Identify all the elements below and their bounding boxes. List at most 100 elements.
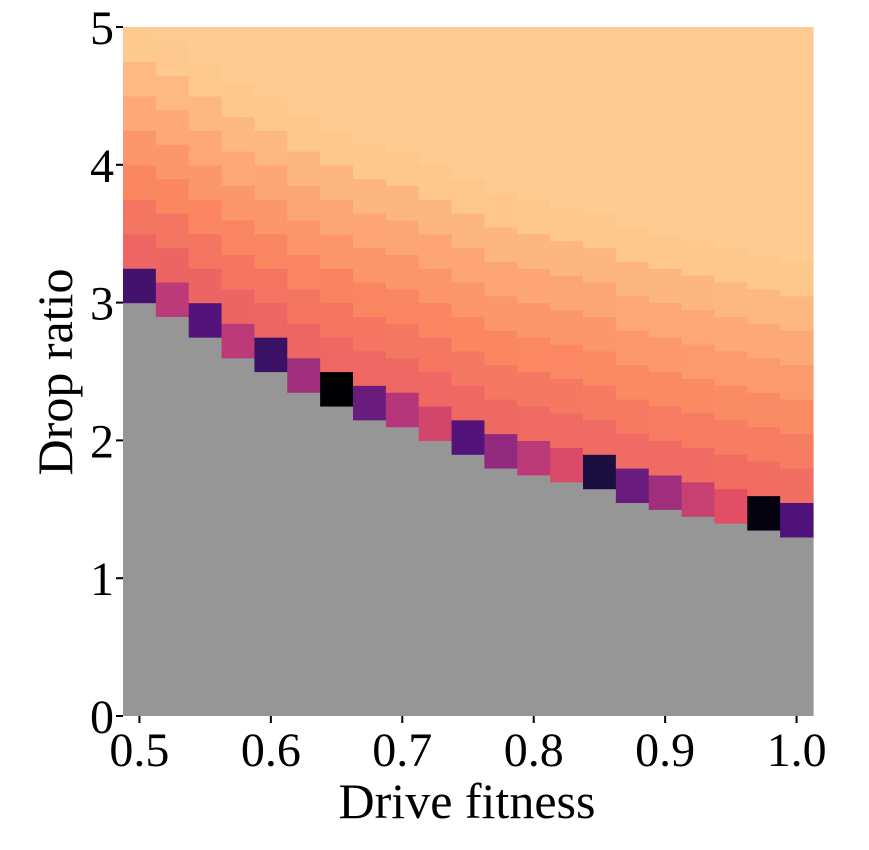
masked-region bbox=[385, 426, 420, 716]
heatmap-cell bbox=[550, 102, 584, 138]
heatmap-cell bbox=[747, 82, 781, 118]
heatmap-cell bbox=[418, 233, 453, 269]
heatmap-cell bbox=[484, 330, 518, 366]
heatmap-cell bbox=[484, 192, 518, 228]
heatmap-cell bbox=[648, 27, 683, 63]
heatmap-cell bbox=[484, 433, 518, 469]
heatmap-cell bbox=[451, 316, 486, 352]
y-tick-label: 0 bbox=[90, 691, 114, 744]
masked-region bbox=[648, 509, 683, 716]
heatmap-cell bbox=[747, 151, 781, 187]
x-axis: 0.5 0.6 0.7 0.8 0.9 1.0 bbox=[109, 716, 827, 777]
heatmap-cell bbox=[780, 27, 814, 56]
heatmap-cell bbox=[681, 343, 716, 379]
heatmap-cell bbox=[714, 144, 748, 180]
heatmap-cell bbox=[648, 268, 683, 304]
heatmap-cell bbox=[517, 61, 551, 97]
heatmap-cell bbox=[484, 89, 518, 125]
heatmap-cell bbox=[747, 323, 781, 359]
y-tick-label: 3 bbox=[90, 278, 114, 331]
heatmap-cell bbox=[418, 164, 453, 200]
heatmap-cell bbox=[583, 281, 617, 317]
heatmap-cell bbox=[615, 261, 650, 297]
heatmap-cell bbox=[615, 27, 650, 56]
heatmap-cell bbox=[747, 461, 781, 497]
y-tick-label: 1 bbox=[90, 553, 114, 606]
heatmap-cell bbox=[550, 447, 584, 483]
heatmap-cell bbox=[287, 323, 321, 359]
heatmap-cell bbox=[550, 27, 584, 35]
heatmap-cell bbox=[123, 233, 157, 269]
heatmap-cell bbox=[648, 95, 683, 131]
heatmap-cell bbox=[648, 164, 683, 200]
heatmap-cell bbox=[648, 440, 683, 476]
heatmap-cell bbox=[353, 40, 387, 76]
heatmap-cell bbox=[517, 199, 551, 235]
heatmap-cell bbox=[451, 27, 486, 42]
heatmap-cell bbox=[583, 385, 617, 421]
heatmap-cell bbox=[583, 350, 617, 386]
heatmap-cell bbox=[123, 95, 157, 131]
heatmap-cell bbox=[681, 171, 716, 207]
heatmap-cell bbox=[418, 302, 453, 338]
masked-region bbox=[615, 502, 650, 716]
heatmap-cell bbox=[353, 247, 387, 283]
heatmap-cell bbox=[550, 343, 584, 379]
heatmap-cell bbox=[353, 178, 387, 214]
heatmap-cell bbox=[123, 268, 157, 304]
heatmap-cell bbox=[780, 330, 814, 366]
heatmap-cell bbox=[385, 82, 420, 118]
heatmap-cell bbox=[550, 412, 584, 448]
heatmap-cell bbox=[188, 199, 223, 235]
heatmap-cell bbox=[615, 433, 650, 469]
heatmap-cell bbox=[583, 109, 617, 145]
heatmap-cell bbox=[221, 219, 256, 255]
heatmap-cell bbox=[780, 123, 814, 159]
heatmap-cell bbox=[517, 371, 551, 407]
heatmap-cell bbox=[583, 247, 617, 283]
heatmap-cell bbox=[780, 364, 814, 400]
heatmap-cell bbox=[123, 61, 157, 97]
heatmap-cell bbox=[681, 240, 716, 276]
heatmap-cell bbox=[254, 61, 288, 97]
heatmap-cell bbox=[353, 316, 387, 352]
heatmap-cell bbox=[714, 178, 748, 214]
heatmap-cell bbox=[780, 467, 814, 504]
heatmap-cell bbox=[451, 281, 486, 317]
heatmap-cell bbox=[320, 268, 354, 304]
heatmap-cell bbox=[747, 185, 781, 221]
heatmap-cell bbox=[155, 281, 190, 317]
heatmap-cell bbox=[451, 144, 486, 180]
masked-region bbox=[747, 529, 781, 716]
masked-region bbox=[714, 523, 748, 716]
heatmap-cell bbox=[583, 178, 617, 214]
heatmap-cell bbox=[714, 419, 748, 455]
heatmap-cell bbox=[451, 75, 486, 111]
heatmap-cell bbox=[517, 95, 551, 131]
heatmap-cell bbox=[583, 454, 617, 490]
heatmap-cell bbox=[550, 378, 584, 414]
heatmap-cell bbox=[484, 27, 518, 56]
heatmap-cell bbox=[221, 185, 256, 221]
masked-region bbox=[517, 474, 551, 716]
masked-region bbox=[583, 488, 617, 716]
heatmap-cell bbox=[221, 288, 256, 324]
heatmap-cell bbox=[385, 392, 420, 428]
heatmap-cell bbox=[484, 226, 518, 262]
heatmap-cell bbox=[747, 219, 781, 255]
heatmap-cell bbox=[221, 151, 256, 187]
heatmap-cell bbox=[418, 405, 453, 441]
heatmap-cell bbox=[714, 247, 748, 283]
y-tick-label: 2 bbox=[90, 415, 114, 468]
heatmap-cell bbox=[155, 75, 190, 111]
heatmap-cell bbox=[583, 75, 617, 111]
heatmap-cell bbox=[451, 419, 486, 455]
heatmap-cell bbox=[747, 116, 781, 152]
heatmap-cell bbox=[550, 137, 584, 173]
heatmap-cell bbox=[550, 309, 584, 345]
heatmap-cell bbox=[385, 357, 420, 393]
y-axis: 0 1 2 3 4 5 bbox=[90, 2, 123, 744]
heatmap-cell bbox=[287, 219, 321, 255]
heatmap-cell bbox=[648, 371, 683, 407]
heatmap-cell bbox=[123, 164, 157, 200]
